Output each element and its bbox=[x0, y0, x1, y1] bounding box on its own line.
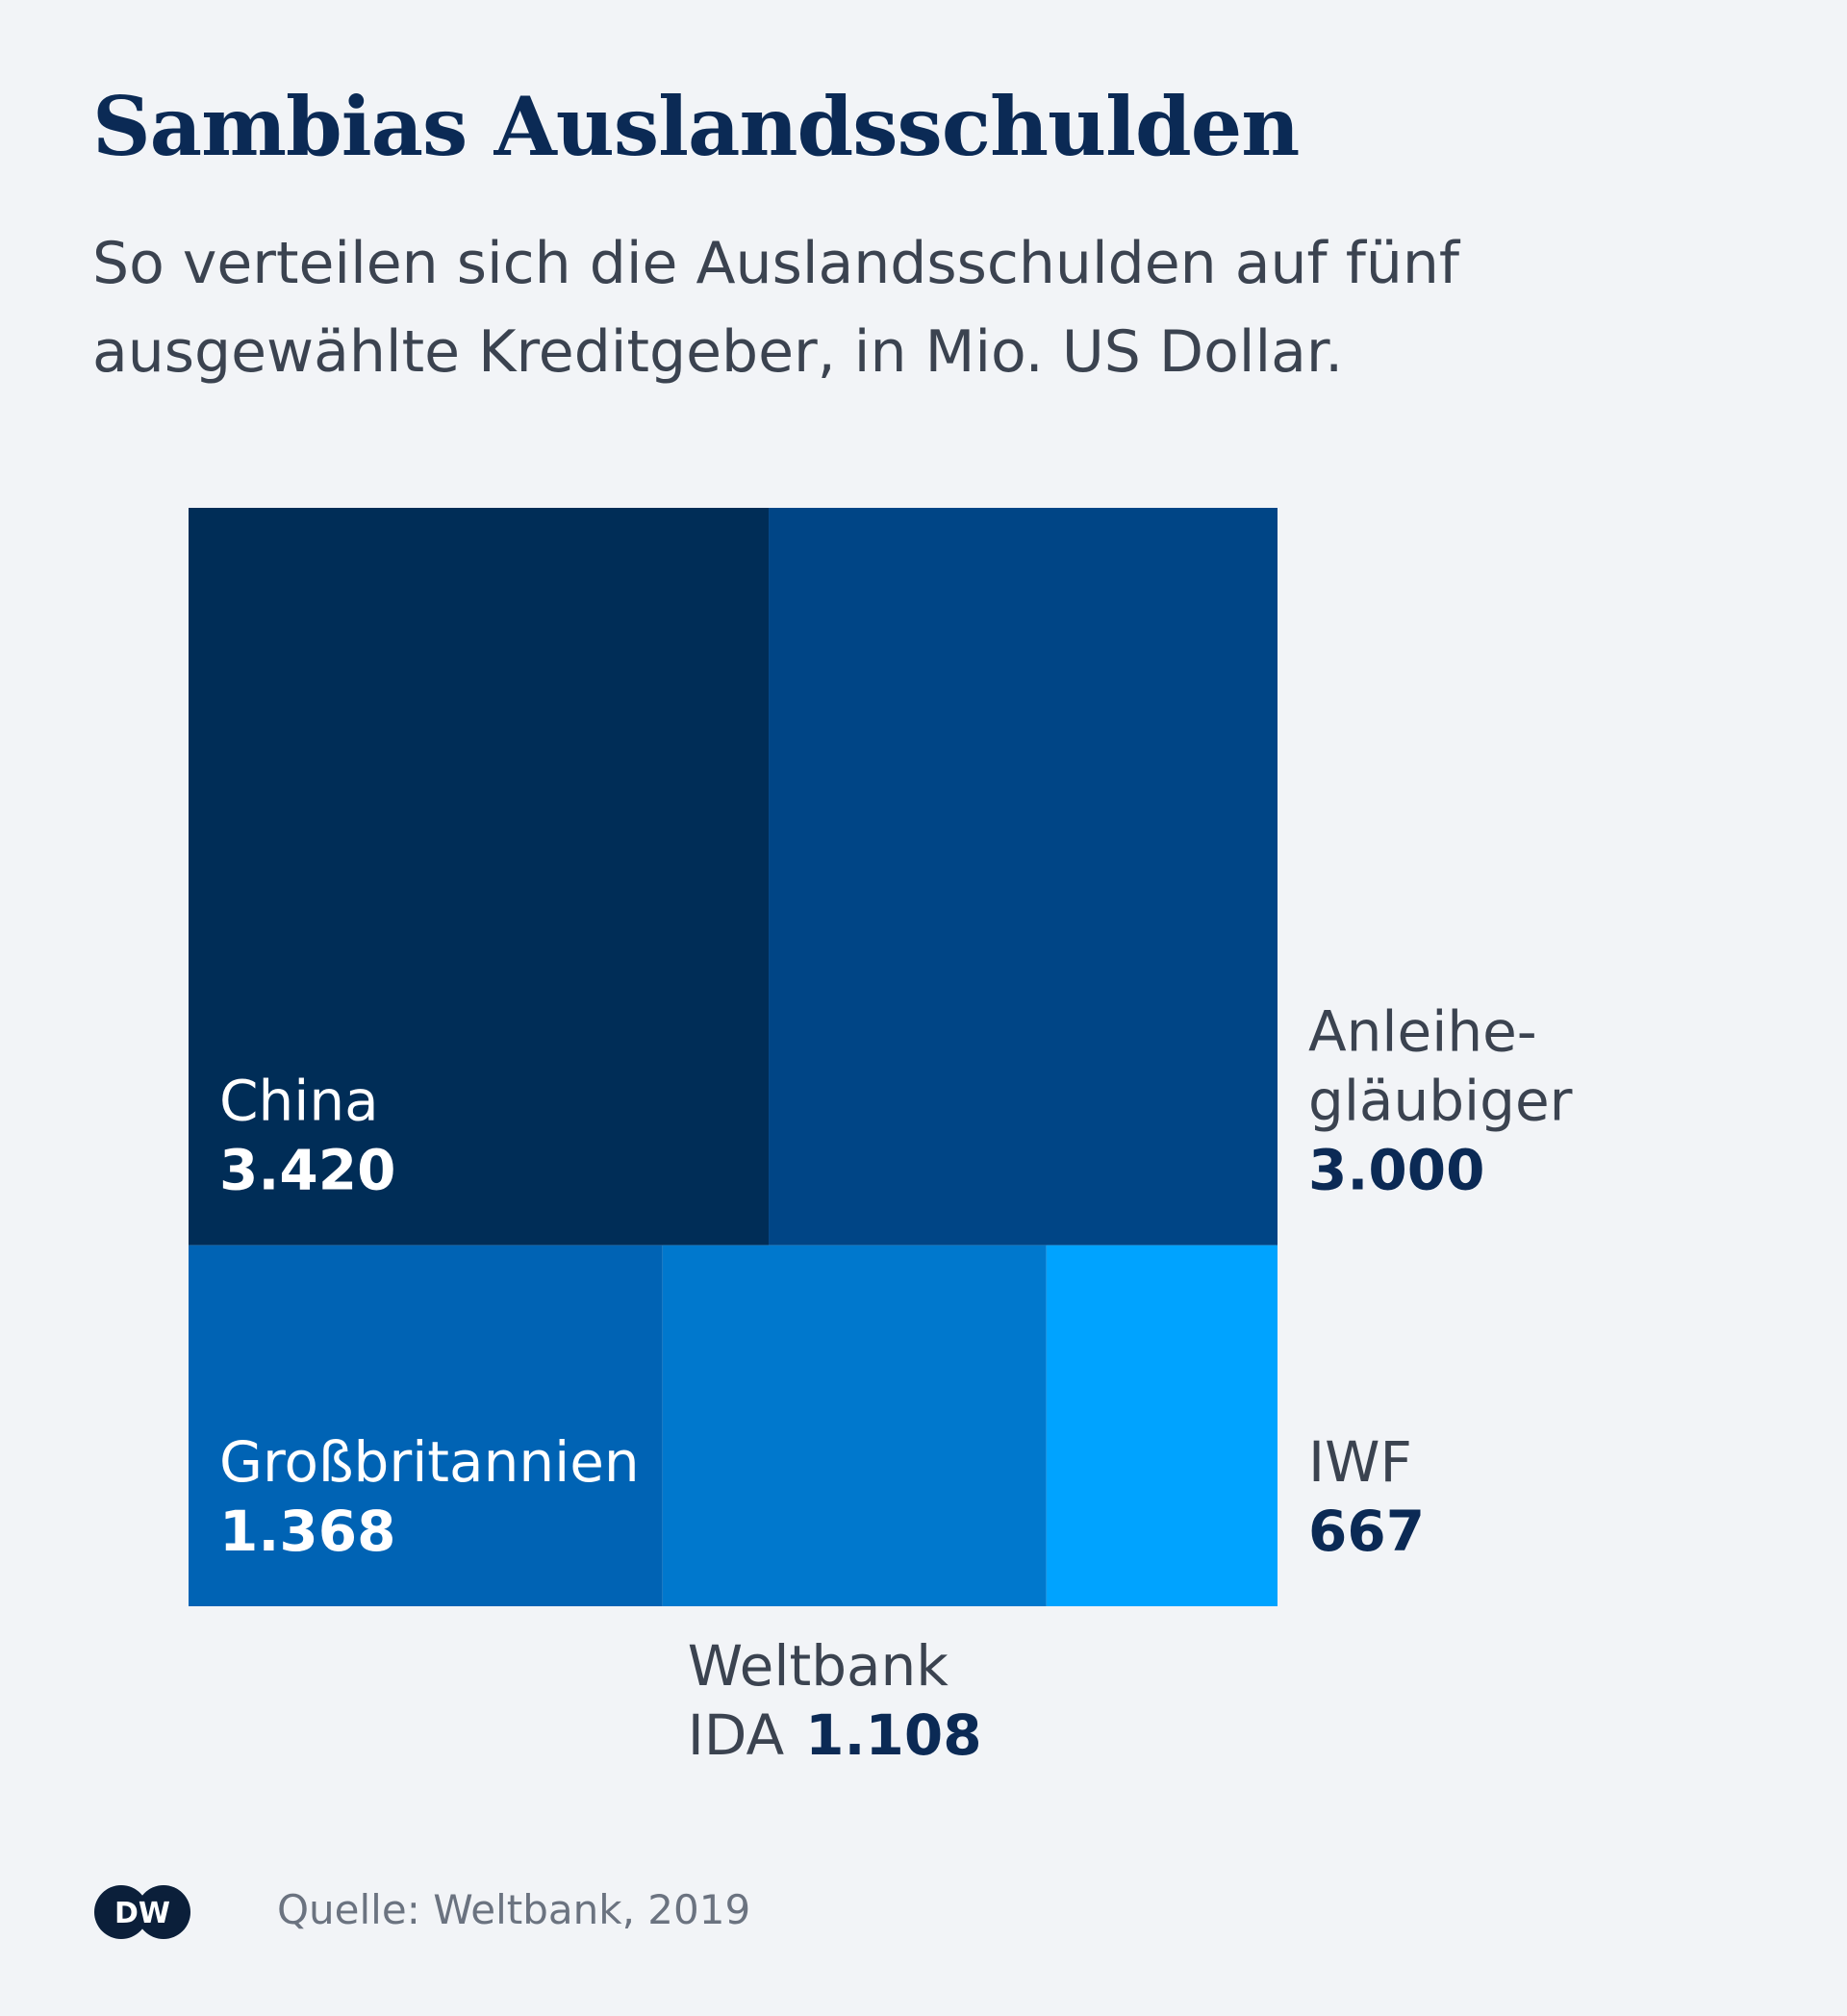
chart-subtitle: So verteilen sich die Auslandsschulden a… bbox=[92, 230, 1460, 386]
label-weltbank-1: Weltbank bbox=[688, 1633, 949, 1699]
source-note: Quelle: Weltbank, 2019 bbox=[277, 1886, 751, 1933]
treemap-tile-weltbank-ida bbox=[662, 1245, 1047, 1606]
label-china: China bbox=[219, 1069, 379, 1134]
value-anleiheglaeubiger: 3.000 bbox=[1308, 1138, 1484, 1203]
treemap-tile-gro-britannien bbox=[189, 1245, 663, 1606]
treemap-tile-china bbox=[189, 508, 770, 1246]
label-anleiheglaeubiger-1: Anleihe- bbox=[1308, 999, 1537, 1065]
dw-logo-text: DW bbox=[114, 1897, 170, 1930]
value-iwf: 667 bbox=[1308, 1499, 1425, 1564]
chart-title: Sambias Auslandsschulden bbox=[92, 79, 1300, 174]
value-weltbank: 1.108 bbox=[805, 1702, 981, 1768]
label-grossbritannien: Großbritannien bbox=[219, 1429, 640, 1495]
value-grossbritannien: 1.368 bbox=[219, 1499, 395, 1564]
treemap-tile-iwf bbox=[1046, 1245, 1278, 1606]
label-weltbank-2: IDA bbox=[688, 1702, 785, 1768]
label-iwf: IWF bbox=[1308, 1429, 1412, 1495]
dw-logo: DW bbox=[94, 1885, 190, 1939]
label-anleiheglaeubiger-2: gläubiger bbox=[1308, 1069, 1573, 1134]
treemap-tile-anleihegl-ubiger bbox=[769, 508, 1278, 1246]
value-china: 3.420 bbox=[219, 1138, 395, 1203]
